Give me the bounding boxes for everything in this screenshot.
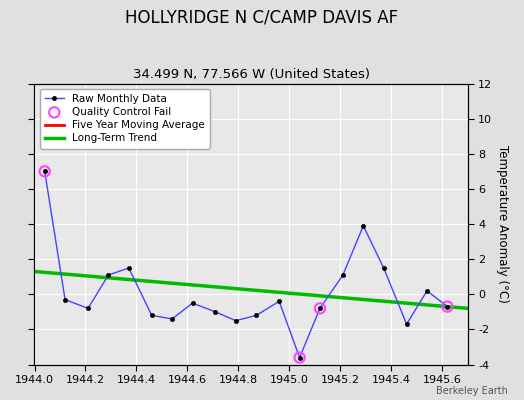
Quality Control Fail [443, 304, 452, 310]
Raw Monthly Data [340, 273, 346, 278]
Text: Berkeley Earth: Berkeley Earth [436, 386, 508, 396]
Raw Monthly Data [444, 304, 451, 309]
Raw Monthly Data [297, 355, 303, 360]
Raw Monthly Data [233, 318, 239, 323]
Raw Monthly Data [212, 310, 219, 314]
Raw Monthly Data [403, 322, 410, 326]
Y-axis label: Temperature Anomaly (°C): Temperature Anomaly (°C) [496, 145, 509, 303]
Raw Monthly Data [276, 299, 282, 304]
Text: HOLLYRIDGE N C/CAMP DAVIS AF: HOLLYRIDGE N C/CAMP DAVIS AF [125, 8, 399, 26]
Raw Monthly Data [149, 313, 155, 318]
Raw Monthly Data [41, 169, 48, 174]
Title: 34.499 N, 77.566 W (United States): 34.499 N, 77.566 W (United States) [133, 68, 369, 81]
Raw Monthly Data [126, 266, 132, 270]
Raw Monthly Data [169, 316, 175, 321]
Raw Monthly Data [62, 297, 68, 302]
Line: Raw Monthly Data: Raw Monthly Data [42, 169, 450, 360]
Legend: Raw Monthly Data, Quality Control Fail, Five Year Moving Average, Long-Term Tren: Raw Monthly Data, Quality Control Fail, … [40, 89, 210, 148]
Raw Monthly Data [380, 266, 387, 270]
Raw Monthly Data [360, 224, 366, 228]
Raw Monthly Data [189, 301, 195, 306]
Quality Control Fail [40, 168, 49, 174]
Raw Monthly Data [424, 288, 430, 293]
Raw Monthly Data [317, 306, 323, 311]
Raw Monthly Data [85, 306, 91, 311]
Raw Monthly Data [253, 313, 259, 318]
Raw Monthly Data [105, 273, 112, 278]
Quality Control Fail [296, 354, 304, 361]
Quality Control Fail [316, 305, 324, 312]
